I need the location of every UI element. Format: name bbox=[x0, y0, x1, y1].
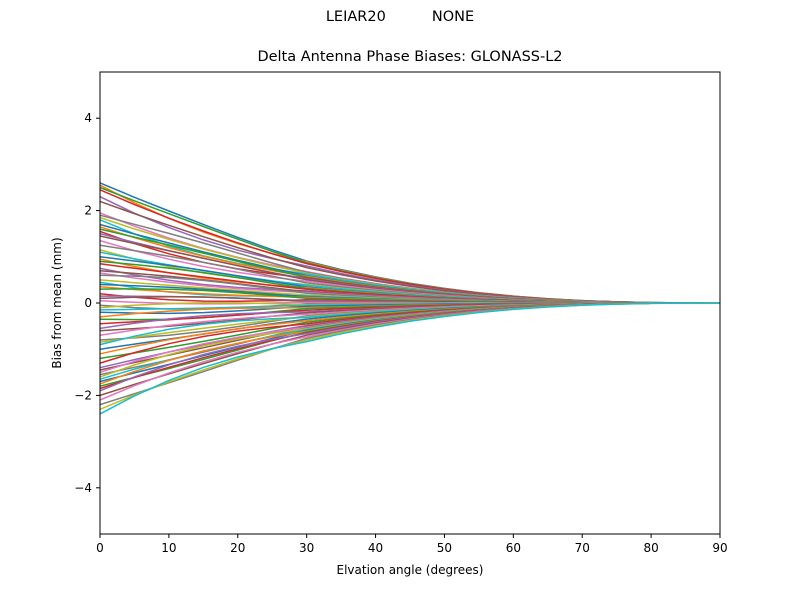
x-tick-label: 30 bbox=[299, 541, 314, 555]
x-tick-label: 80 bbox=[643, 541, 658, 555]
x-tick-label: 0 bbox=[96, 541, 104, 555]
x-axis-ticks: 0 10 20 30 40 50 60 70 80 90 bbox=[96, 534, 728, 555]
x-tick-label: 60 bbox=[506, 541, 521, 555]
y-tick-label: 2 bbox=[84, 204, 92, 218]
y-axis-label: Bias from mean (mm) bbox=[50, 237, 64, 368]
y-axis-ticks: −4 −2 0 2 4 bbox=[74, 111, 100, 495]
y-tick-label: −4 bbox=[74, 481, 92, 495]
series-line bbox=[99, 302, 721, 415]
data-lines bbox=[99, 182, 721, 415]
figure-suptitle: LEIAR20 NONE bbox=[325, 9, 475, 25]
y-tick-label: 4 bbox=[84, 111, 92, 125]
y-tick-label: 0 bbox=[84, 296, 92, 310]
y-tick-label: −2 bbox=[74, 388, 92, 402]
chart-title: Delta Antenna Phase Biases: GLONASS-L2 bbox=[257, 49, 563, 65]
x-tick-label: 70 bbox=[575, 541, 590, 555]
x-tick-label: 20 bbox=[230, 541, 245, 555]
x-tick-label: 10 bbox=[161, 541, 176, 555]
x-tick-label: 40 bbox=[368, 541, 383, 555]
x-tick-label: 90 bbox=[712, 541, 727, 555]
x-axis-label: Elvation angle (degrees) bbox=[337, 563, 484, 577]
x-tick-label: 50 bbox=[437, 541, 452, 555]
